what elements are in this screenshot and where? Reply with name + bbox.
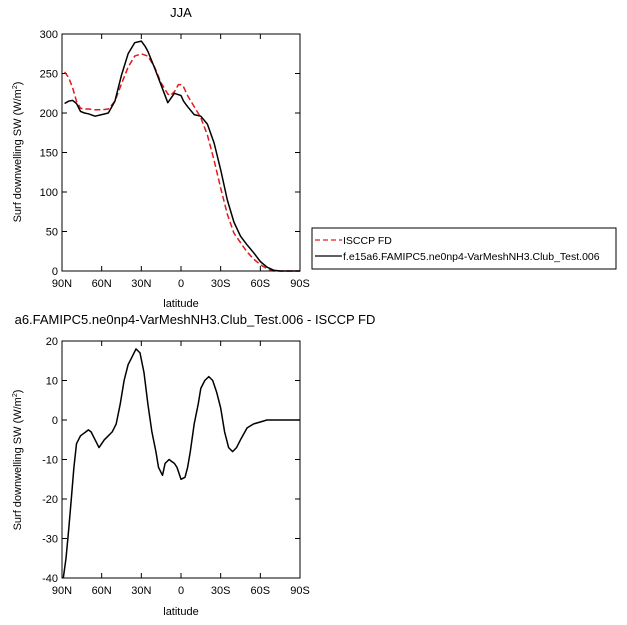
top-y-tick-label: 300 [40, 29, 58, 41]
bottom-panel-title: a6.FAMIPC5.ne0np4-VarMeshNH3.Club_Test.0… [15, 312, 376, 327]
bottom-panel-xlabel: latitude [163, 606, 198, 618]
bottom-x-tick-label: 90N [52, 585, 72, 597]
legend: ISCCP FD f.e15a6.FAMIPC5.ne0np4-VarMeshN… [311, 227, 617, 270]
top-panel: JJA 90N 60N 30N 0 30S 60S 90S 0 50 100 150 200 250 30… [12, 5, 310, 310]
bottom-panel: a6.FAMIPC5.ne0np4-VarMeshNH3.Club_Test.0… [12, 312, 375, 618]
bottom-y-tick-label: 20 [46, 336, 58, 348]
legend-label-isccp: ISCCP FD [343, 235, 392, 247]
bottom-panel-frame [61, 340, 301, 579]
legend-label-model: f.e15a6.FAMIPC5.ne0np4-VarMeshNH3.Club_T… [343, 251, 600, 263]
bottom-y-tick-label: -20 [42, 494, 58, 506]
bottom-x-tick-label: 90S [290, 585, 310, 597]
top-x-tick-label: 30S [211, 278, 231, 290]
top-panel-title: JJA [170, 5, 192, 20]
bottom-y-tick-label: -30 [42, 534, 58, 546]
top-x-tick-label: 60S [251, 278, 271, 290]
bottom-panel-ylabel-sup: 2 [12, 393, 19, 397]
bottom-x-tick-label: 30N [131, 585, 151, 597]
top-x-tick-label: 90S [290, 278, 310, 290]
top-panel-series [63, 40, 300, 272]
top-y-tick-label: 100 [40, 187, 58, 199]
bottom-y-tick-label: 0 [52, 415, 58, 427]
top-y-tick-label: 0 [52, 266, 58, 278]
bottom-y-tick-label: -10 [42, 455, 58, 467]
bottom-x-tick-label: 30S [211, 585, 231, 597]
top-x-tick-label: 30N [131, 278, 151, 290]
top-y-tick-label: 150 [40, 148, 58, 160]
bottom-panel-ylabel: Surf downwelling SW (W/m2) [12, 390, 24, 531]
bottom-x-tick-label: 60S [251, 585, 271, 597]
bottom-y-tick-label: -40 [42, 573, 58, 585]
top-x-tick-label: 0 [178, 278, 184, 290]
top-y-tick-label: 50 [46, 227, 58, 239]
legend-box [311, 227, 617, 270]
bottom-x-tick-label: 60N [92, 585, 112, 597]
bottom-x-tick-label: 0 [178, 585, 184, 597]
top-x-tick-label: 90N [52, 278, 72, 290]
bottom-panel-series [62, 348, 300, 579]
top-panel-ylabel-sup: 2 [12, 85, 19, 89]
top-panel-frame [61, 33, 301, 272]
top-panel-xlabel: latitude [163, 298, 198, 310]
bottom-series-line-0 [62, 348, 300, 579]
top-x-tick-label: 60N [92, 278, 112, 290]
top-series-line-1 [64, 40, 300, 272]
top-y-tick-label: 200 [40, 108, 58, 120]
top-panel-ylabel: Surf downwelling SW (W/m2) [12, 82, 24, 223]
bottom-y-tick-label: 10 [46, 376, 58, 388]
top-panel-ticks: 90N 60N 30N 0 30S 60S 90S 0 50 100 150 200 250 300 [40, 29, 310, 290]
top-series-line-0 [63, 53, 300, 272]
top-y-tick-label: 250 [40, 69, 58, 81]
